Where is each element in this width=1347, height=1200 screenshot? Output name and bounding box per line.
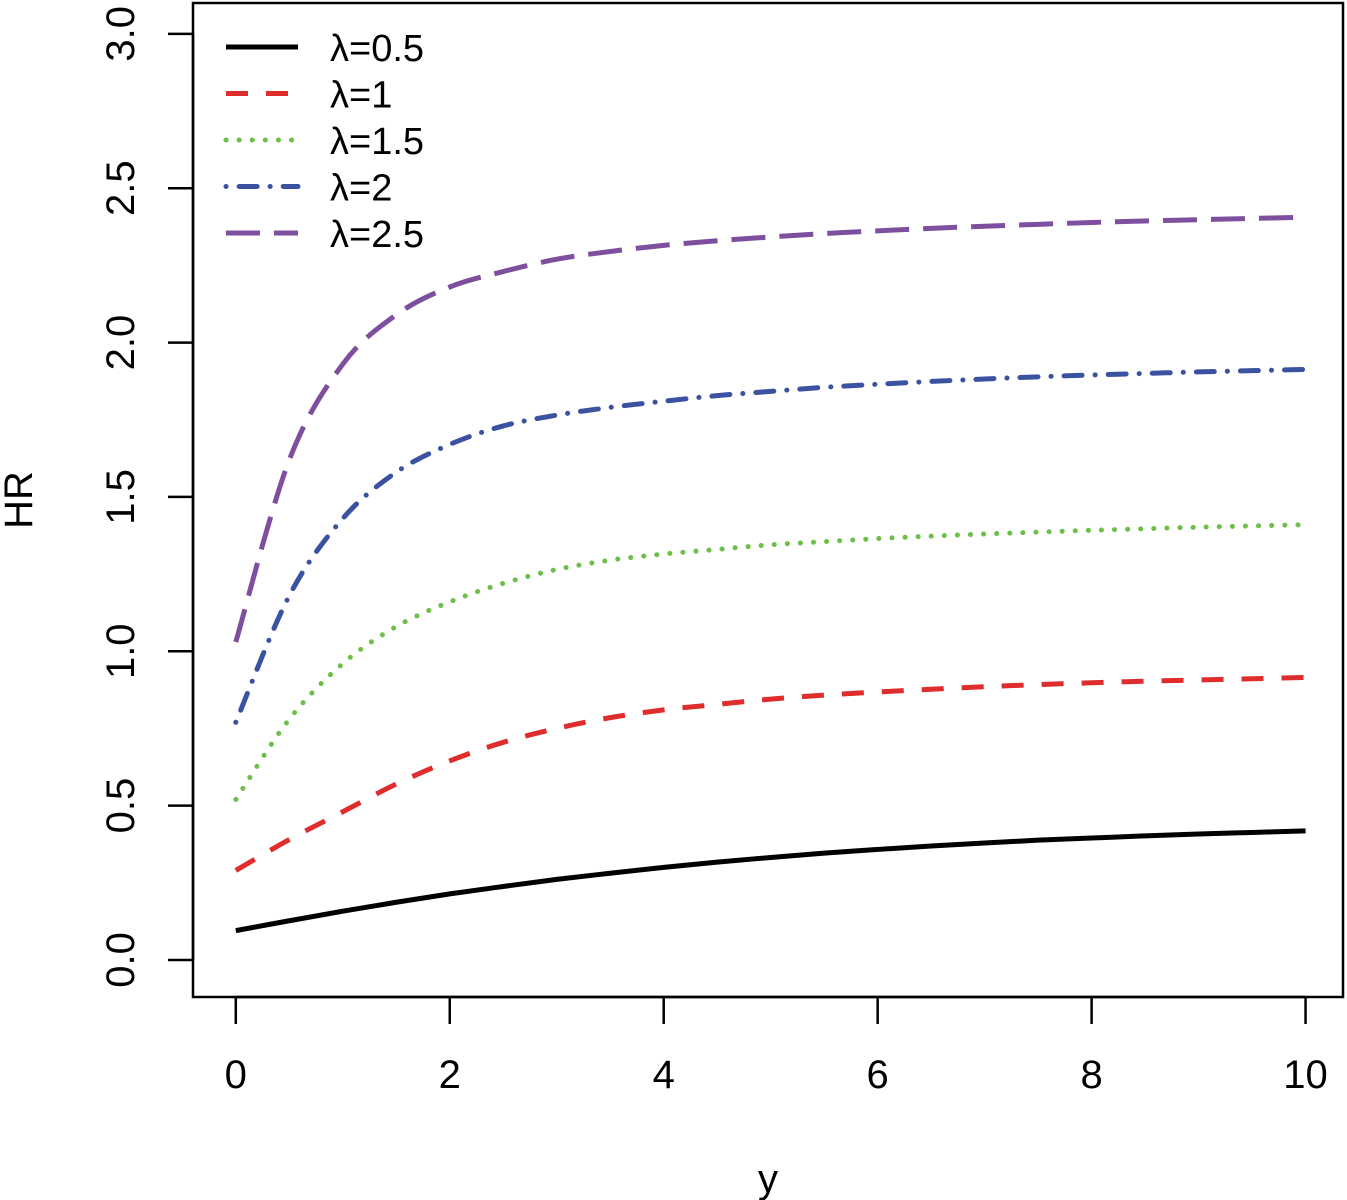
y-tick-label: 2.0 <box>99 315 143 371</box>
x-axis: 0 2 4 6 8 10 <box>225 995 1328 1097</box>
y-tick-label: 3.0 <box>99 6 143 62</box>
legend-label: λ=0.5 <box>330 28 424 70</box>
y-axis-label: HR <box>0 471 41 529</box>
y-tick-label: 1.5 <box>99 469 143 525</box>
x-tick-label: 0 <box>225 1053 247 1097</box>
series-line-4 <box>233 214 1306 643</box>
y-tick-label: 0.5 <box>99 778 143 834</box>
y-tick-label: 0.0 <box>99 932 143 988</box>
plot-frame <box>191 1 1345 999</box>
series-line-2 <box>233 522 1309 802</box>
x-axis-label: y <box>758 1157 778 1200</box>
legend-label: λ=2 <box>330 168 392 210</box>
plot-lines <box>233 214 1309 934</box>
legend-label: λ=2.5 <box>330 214 424 256</box>
legend: λ=0.5 λ=1λ=1.5 λ=2λ=2.5 <box>223 28 424 256</box>
x-tick-label: 4 <box>653 1053 675 1097</box>
x-tick-label: 2 <box>439 1053 461 1097</box>
series-line-3 <box>233 366 1309 725</box>
x-tick-label: 8 <box>1080 1053 1102 1097</box>
x-tick-label: 10 <box>1283 1053 1328 1097</box>
series-line-0 <box>235 828 1306 934</box>
x-tick-label: 6 <box>867 1053 889 1097</box>
series-line-1 <box>234 675 1306 873</box>
y-axis: 0.0 0.5 1.0 1.5 2.0 2.5 3.0 <box>99 6 195 988</box>
legend-label: λ=1 <box>330 75 392 117</box>
y-tick-label: 1.0 <box>99 623 143 679</box>
legend-label: λ=1.5 <box>330 121 424 163</box>
y-tick-label: 2.5 <box>99 160 143 216</box>
